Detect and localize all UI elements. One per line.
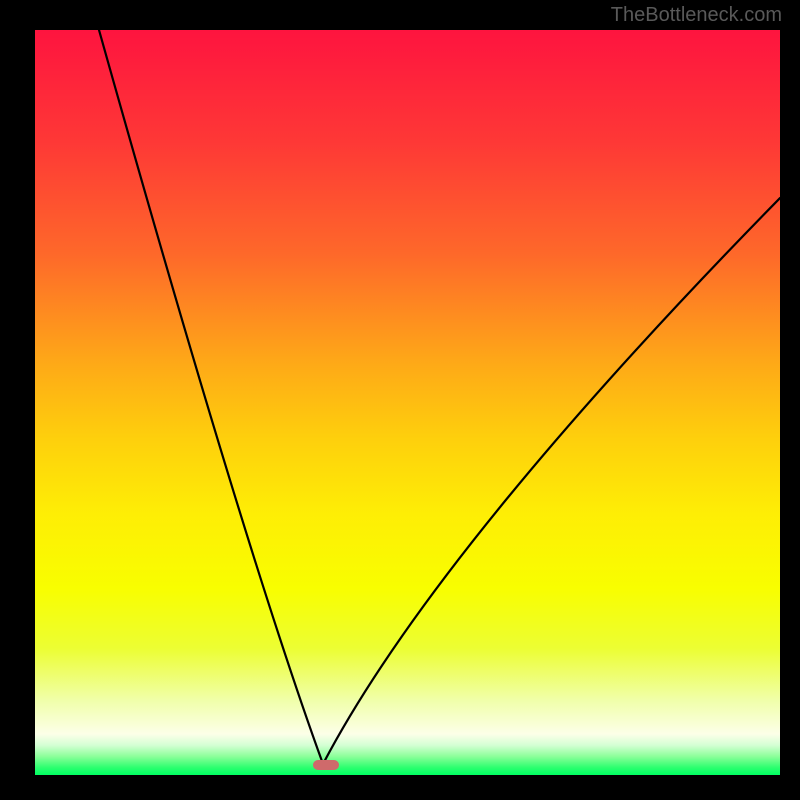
- watermark-text: TheBottleneck.com: [611, 4, 782, 27]
- optimum-marker: [313, 760, 339, 770]
- bottleneck-chart: [35, 30, 780, 775]
- bottleneck-curve: [35, 30, 780, 775]
